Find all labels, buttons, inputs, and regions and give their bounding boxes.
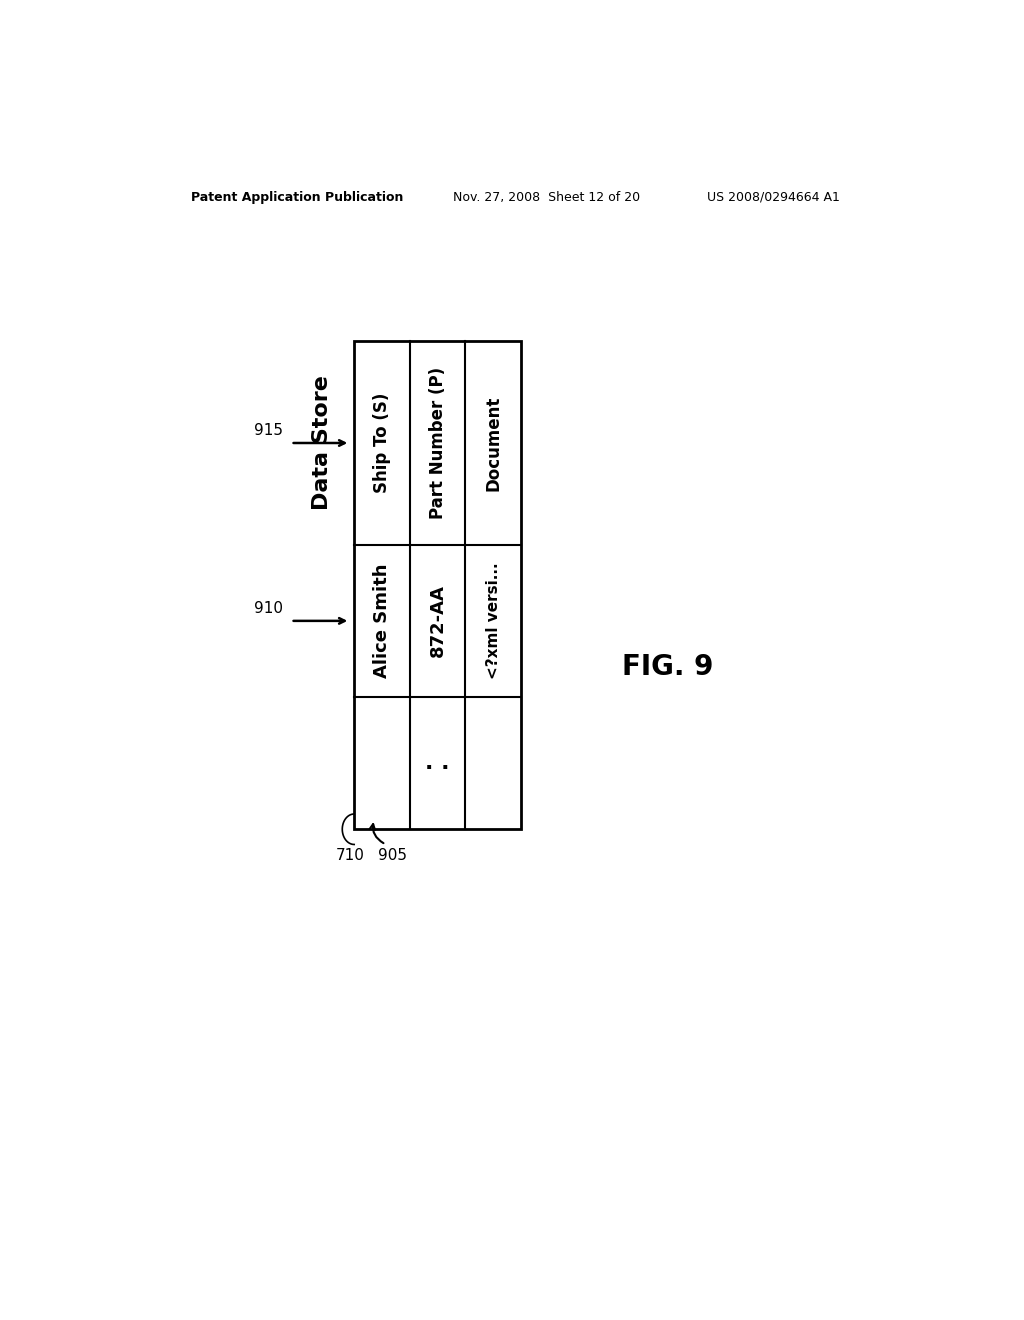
Text: Nov. 27, 2008  Sheet 12 of 20: Nov. 27, 2008 Sheet 12 of 20: [454, 190, 640, 203]
Bar: [354, 342, 521, 829]
Text: FIG. 9: FIG. 9: [622, 652, 714, 681]
Text: 915: 915: [254, 424, 283, 438]
Text: Patent Application Publication: Patent Application Publication: [191, 190, 403, 203]
Text: Ship To (S): Ship To (S): [373, 393, 391, 494]
Text: 905: 905: [378, 847, 407, 862]
Text: Alice Smith: Alice Smith: [373, 564, 391, 678]
Text: <?xml versi...: <?xml versi...: [485, 562, 501, 680]
Text: US 2008/0294664 A1: US 2008/0294664 A1: [708, 190, 841, 203]
Text: 910: 910: [254, 601, 283, 616]
Text: 872-AA: 872-AA: [428, 585, 446, 657]
Text: Data Store: Data Store: [312, 376, 333, 511]
Text: 710: 710: [336, 847, 365, 862]
Text: Document: Document: [484, 395, 502, 491]
Text: Part Number (P): Part Number (P): [428, 367, 446, 519]
Text: . .: . .: [425, 754, 450, 774]
